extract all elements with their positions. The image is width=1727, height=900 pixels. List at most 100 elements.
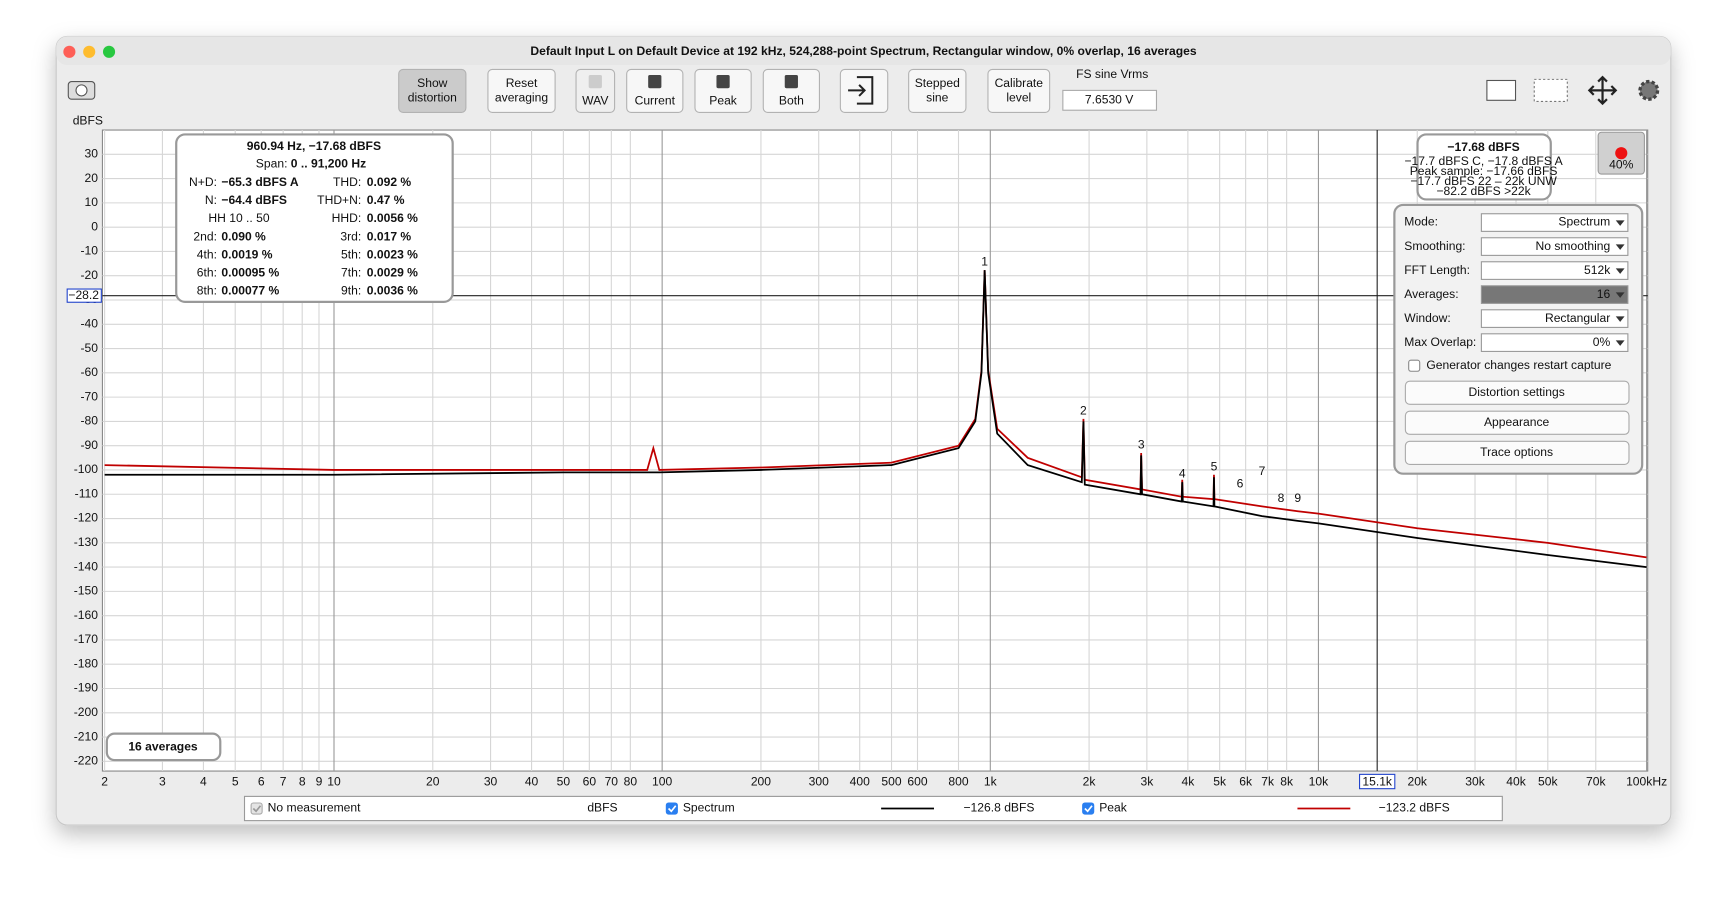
level-line: Peak sample: −17.66 dBFS: [1410, 164, 1558, 178]
fs-label: FS sine Vrms: [1076, 67, 1148, 81]
setting-label: Window:: [1404, 311, 1450, 325]
y-tick-label: -50: [81, 341, 99, 355]
button-label: Both: [779, 94, 804, 108]
checkbox[interactable]: [1408, 359, 1421, 372]
x-tick-label: 8k: [1280, 774, 1294, 788]
measurement-value: 0.092 %: [367, 175, 412, 189]
x-tick-label: 200: [751, 774, 771, 788]
layout-icon[interactable]: [1486, 79, 1517, 101]
level-line: −17.7 dBFS C, −17.8 dBFS A: [1404, 154, 1563, 168]
panel-button[interactable]: Trace options: [1404, 440, 1630, 465]
x-tick-label: 9: [316, 774, 323, 788]
window-title: Default Input L on Default Device at 192…: [530, 44, 1196, 58]
harmonic-label: 8: [1278, 491, 1285, 505]
record-level: 40%: [1609, 157, 1633, 171]
setting-label: FFT Length:: [1404, 263, 1470, 277]
button-label: sine: [926, 90, 948, 104]
measurement-value: 0.0023 %: [367, 247, 418, 261]
span-label: Span:: [256, 156, 288, 170]
trace-line: [104, 270, 1647, 568]
level-line: −17.7 dBFS 22 – 22k UNW: [1410, 174, 1557, 188]
x-tick-label: 70k: [1586, 774, 1606, 788]
camera-button[interactable]: [67, 81, 96, 100]
setting-dropdown[interactable]: 0%: [1480, 333, 1629, 352]
x-tick-label: 7: [280, 774, 287, 788]
y-tick-label: -130: [74, 535, 99, 549]
measurement-label: N:: [205, 193, 217, 207]
y-tick-label: -60: [81, 365, 99, 379]
harmonic-label: 9: [1294, 491, 1301, 505]
averages-text: 16 averages: [128, 740, 198, 754]
y-tick-label: -20: [81, 268, 99, 282]
settings-gear[interactable]: [1638, 79, 1660, 101]
x-tick-label: 400: [850, 774, 870, 788]
button-frame: [575, 68, 616, 113]
y-tick-label: -190: [74, 681, 99, 695]
measurement-value: 0.0019 %: [221, 247, 272, 261]
window-control[interactable]: [63, 45, 76, 58]
harmonic-label: 1: [981, 255, 988, 269]
save-icon: [588, 74, 602, 89]
y-tick-label: 10: [85, 195, 99, 209]
export-button[interactable]: [839, 68, 889, 113]
fs-field[interactable]: [1062, 89, 1158, 111]
legend-readout: −123.2 dBFS: [1379, 801, 1450, 815]
setting-dropdown[interactable]: 16: [1480, 285, 1629, 304]
setting-label: Averages:: [1404, 287, 1458, 301]
level-main: −17.68 dBFS: [1447, 140, 1519, 154]
title-bar: [56, 36, 1671, 66]
setting-dropdown[interactable]: Spectrum: [1480, 213, 1629, 232]
record-button[interactable]: 40%: [1597, 131, 1645, 175]
setting-dropdown[interactable]: Rectangular: [1480, 309, 1629, 328]
button-frame: [987, 68, 1051, 113]
x-tick-label: 80: [624, 774, 638, 788]
legend-bar: [243, 795, 1503, 822]
y-tick-label: -90: [81, 438, 99, 452]
measurement-label: 5th:: [341, 247, 361, 261]
x-tick-label: 6: [258, 774, 265, 788]
x-tick-label: 30: [484, 774, 498, 788]
panel-button[interactable]: Appearance: [1404, 410, 1630, 435]
measurement-label: 9th:: [341, 283, 361, 297]
columns-icon[interactable]: [1533, 78, 1568, 102]
y-tick-label: -120: [74, 511, 99, 525]
record-led: [1615, 147, 1628, 160]
x-tick-label: 100kHz: [1626, 774, 1667, 788]
setting-dropdown[interactable]: No smoothing: [1480, 237, 1629, 256]
panel-button[interactable]: Distortion settings: [1404, 380, 1630, 405]
harmonic-label: 4: [1179, 467, 1186, 481]
toolbar-button[interactable]: Current: [626, 68, 684, 113]
setting-dropdown[interactable]: 512k: [1480, 261, 1629, 280]
toolbar-button[interactable]: Peak: [694, 68, 752, 113]
button-label: Calibrate: [995, 76, 1044, 90]
window-control[interactable]: [102, 45, 116, 58]
dropdown-arrow: [1615, 220, 1625, 226]
checkmark: [1084, 805, 1093, 813]
button-label: distortion: [408, 90, 457, 104]
button-label: Stepped: [915, 76, 960, 90]
measurement-value: 0.0029 %: [367, 265, 418, 279]
level-line: −82.2 dBFS >22k: [1436, 184, 1531, 198]
button-frame: [908, 68, 967, 113]
dropdown-frame: [1480, 309, 1629, 328]
toolbar-button[interactable]: Both: [762, 68, 820, 113]
legend-checkbox[interactable]: [1082, 802, 1095, 815]
legend-checkbox[interactable]: [250, 802, 263, 815]
cursor-label-box: [66, 288, 102, 303]
save-icon: [648, 74, 662, 89]
y-tick-label: -160: [74, 608, 99, 622]
measurement-label: HH 10 .. 50: [208, 211, 270, 225]
legend-checkbox[interactable]: [665, 802, 678, 815]
y-tick-label: 20: [85, 171, 99, 185]
toolbar-button[interactable]: WAV: [575, 68, 616, 113]
x-tick-label: 1k: [984, 774, 998, 788]
measurement-value: 0.00095 %: [221, 265, 279, 279]
window-control[interactable]: [83, 45, 96, 58]
move-icon[interactable]: [1587, 75, 1618, 106]
span-value: 0 .. 91,200 Hz: [291, 156, 366, 170]
